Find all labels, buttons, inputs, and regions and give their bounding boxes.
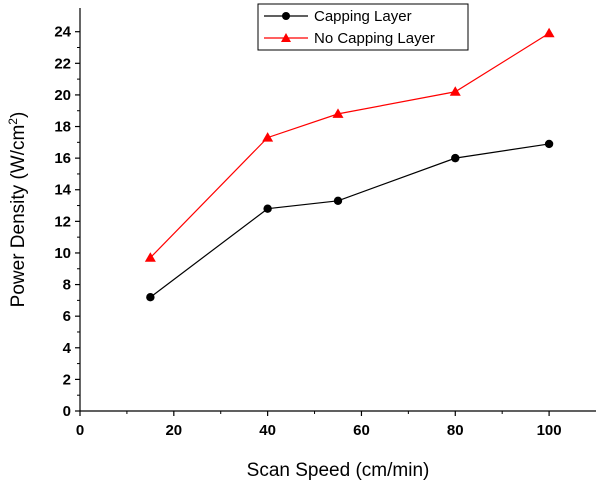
y-tick-label: 20: [54, 87, 71, 104]
x-tick-label: 80: [447, 422, 464, 439]
data-point-capping: [451, 153, 460, 163]
series-line-capping: [150, 143, 550, 298]
y-tick-label: 8: [63, 277, 71, 294]
y-tick-label: 10: [54, 245, 71, 262]
data-point-no-capping: [332, 108, 344, 118]
series-layer: [144, 27, 555, 302]
y-tick-label: 4: [63, 340, 72, 357]
y-tick-label: 24: [54, 24, 71, 41]
data-point-capping: [544, 139, 554, 149]
data-point-capping: [263, 204, 272, 213]
data-point-no-capping: [449, 86, 461, 96]
data-point-no-capping: [543, 27, 555, 38]
y-axis-title: Power Density (W/cm2): [6, 112, 29, 308]
y-tick-label: 16: [54, 150, 71, 167]
y-tick-label: 2: [63, 371, 71, 388]
y-tick-label: 12: [54, 213, 71, 230]
x-axis-title: Scan Speed (cm/min): [247, 460, 430, 481]
data-point-no-capping: [144, 252, 156, 262]
x-tick-label: 100: [537, 422, 562, 439]
y-tick-label: 6: [63, 308, 71, 325]
legend-marker-capping: [282, 12, 290, 20]
y-tick-label: 18: [54, 119, 71, 136]
y-tick-label: 22: [54, 55, 71, 72]
legend-box: [257, 3, 469, 51]
y-axis-title-close: ): [8, 112, 29, 118]
legend-label-no-capping: No Capping Layer: [314, 30, 435, 47]
y-axis-title-main: Power Density (W/cm: [8, 125, 29, 308]
data-point-capping: [333, 196, 343, 206]
x-tick-label: 0: [76, 422, 84, 439]
axes: [79, 8, 596, 412]
legend: Capping Layer No Capping Layer: [257, 3, 469, 51]
x-tick-label: 40: [259, 422, 276, 439]
x-tick-label: 20: [165, 422, 182, 439]
data-point-capping: [146, 293, 155, 302]
series-line-no-capping: [149, 32, 550, 259]
legend-label-capping: Capping Layer: [314, 8, 412, 25]
y-tick-label: 0: [63, 403, 71, 420]
y-axis-title-superscript: 2: [6, 118, 20, 125]
data-point-no-capping: [262, 132, 274, 142]
x-tick-label: 60: [353, 422, 370, 439]
legend-marker-no-capping: [281, 33, 291, 42]
y-tick-label: 14: [54, 182, 71, 199]
